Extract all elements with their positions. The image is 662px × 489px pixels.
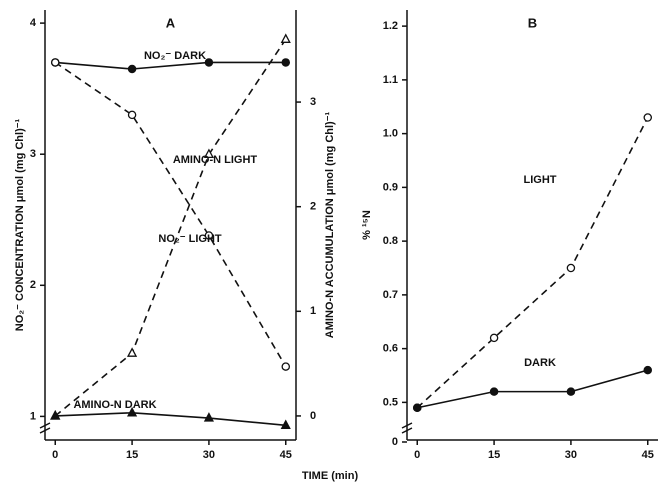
series-line [54,38,287,417]
panel-title: A [166,15,176,30]
series-line [417,369,648,409]
series-line [54,61,287,367]
point [50,410,61,420]
point [204,58,214,67]
point [280,419,291,430]
point [127,64,137,74]
y2-tick-label: 3 [310,96,316,108]
y2-tick-label: 2 [310,201,316,213]
y-tick-label: 1.1 [383,74,398,86]
point [203,148,215,159]
point [643,365,653,375]
y-axis-label: % ¹⁵N [361,210,373,240]
y-tick-label: 4 [30,17,37,29]
y-tick-label: 1.2 [383,20,398,32]
series-label: NO₂⁻ LIGHT [158,233,222,245]
y-tick-label: 0.6 [383,343,398,355]
series-line [55,411,286,427]
point [280,33,291,43]
x-tick-label: 15 [126,449,138,461]
y-axis-label: NO₂⁻ CONCENTRATION μmol (mg Chl)⁻¹ [14,118,26,331]
point [489,387,499,396]
point [126,347,138,357]
point [643,113,653,122]
series-label: AMINO-N DARK [73,399,156,411]
x-axis-label: TIME (min) [302,470,359,482]
point [50,58,60,67]
x-tick-label: 0 [52,449,58,461]
y-tick-label: 3 [30,148,36,160]
series-label: AMINO-N LIGHT [173,154,258,166]
x-tick-label: 30 [203,449,215,461]
y2-axis-label: AMINO-N ACCUMULATION μmol (mg Chl)⁻¹ [324,111,336,338]
point [412,403,422,412]
point [126,406,138,417]
y-tick-label: 0.7 [383,289,398,301]
point [489,333,499,343]
y-tick-label: 1.0 [383,128,398,140]
point [127,110,137,120]
x-tick-label: 45 [280,449,292,461]
point [203,412,215,422]
y-tick-label: 0.5 [383,396,398,408]
point [204,231,214,240]
point [566,387,576,396]
axis-break [401,422,413,434]
x-tick-label: 45 [642,449,654,461]
series-line [416,117,649,409]
y-tick-label: 0 [392,436,398,448]
y-tick-label: 0.8 [383,235,398,247]
y-tick-label: 0.9 [383,181,398,193]
x-tick-label: 0 [414,449,420,461]
series-line [55,61,286,70]
y-tick-label: 2 [30,279,36,291]
point [281,362,291,371]
series-label: NO₂⁻ DARK [144,50,206,62]
y-tick-label: 1 [30,410,36,422]
y2-tick-label: 1 [310,305,316,317]
y2-tick-label: 0 [310,410,316,422]
axis-break [39,422,51,434]
x-tick-label: 15 [488,449,500,461]
panel-title: B [528,15,537,30]
series-label: DARK [524,357,556,369]
point [566,263,576,273]
series-label: LIGHT [524,174,557,186]
point [281,58,291,67]
x-tick-label: 30 [565,449,577,461]
